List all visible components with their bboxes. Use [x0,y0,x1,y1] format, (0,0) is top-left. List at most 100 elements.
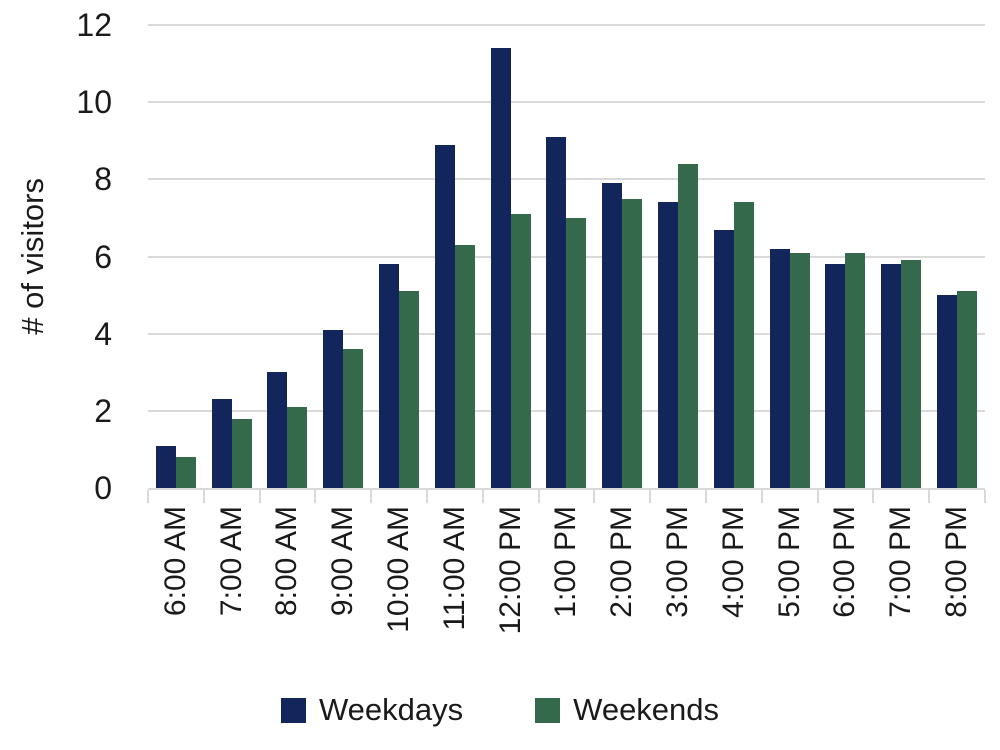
plot-area [148,24,985,490]
x-tick-label: 7:00 AM [214,506,248,617]
x-axis-tick [928,490,931,503]
x-tick-label: 2:00 PM [605,506,639,618]
x-axis-tick [147,490,149,503]
x-axis-tick [593,490,596,503]
bar-group-12-00-pm [483,25,539,488]
x-tick-cell: 7:00 PM [873,506,929,678]
x-tick-label: 8:00 PM [940,506,974,618]
x-tick-label: 4:00 PM [716,506,750,618]
x-tick-label: 10:00 AM [382,506,416,633]
x-tick-cell: 3:00 PM [650,506,706,678]
x-tick-label: 11:00 AM [437,506,471,631]
x-axis-tick [314,490,317,503]
bar-weekends-11-00-am [454,244,475,488]
bar-weekdays-1-00-pm [546,136,567,488]
bar-weekends-1-00-pm [566,217,587,488]
x-axis-tick [872,490,875,503]
y-tick-label: 6 [94,238,112,275]
bar-weekdays-7-00-am [211,399,232,488]
legend: Weekdays Weekends [0,692,1000,728]
bar-group-5-00-pm [762,25,818,488]
bar-weekdays-8-00-am [267,372,288,488]
x-tick-label: 6:00 AM [158,506,192,617]
bar-weekdays-3-00-pm [658,202,679,488]
legend-swatch-weekdays [280,697,306,723]
x-axis-tick [984,490,986,503]
bar-weekdays-9-00-am [323,329,344,488]
bar-weekdays-8-00-pm [937,295,958,488]
bar-group-6-00-am [148,25,204,488]
bar-group-7-00-am [204,25,260,488]
x-tick-cell: 1:00 PM [539,506,595,678]
x-axis-labels: 6:00 AM 7:00 AM 8:00 AM 9:00 AM 10:00 AM 11:0… [148,506,985,678]
x-tick-label: 6:00 PM [828,506,862,618]
bar-group-11-00-am [427,25,483,488]
x-tick-cell: 9:00 AM [315,506,371,678]
x-tick-cell: 10:00 AM [371,506,427,678]
x-tick-cell: 11:00 AM [427,506,483,678]
x-tick-cell: 4:00 PM [706,506,762,678]
x-tick-label: 8:00 AM [270,506,304,617]
bar-weekdays-12-00-pm [490,48,511,488]
bar-group-8-00-am [260,25,316,488]
x-axis-tick [816,490,819,503]
legend-item-weekends: Weekends [535,692,719,728]
x-axis-tick [704,490,707,503]
x-tick-label: 3:00 PM [661,506,695,618]
x-tick-cell: 2:00 PM [594,506,650,678]
bar-weekdays-10-00-am [379,264,400,488]
bar-weekdays-5-00-pm [769,248,790,488]
bar-group-2-00-pm [594,25,650,488]
bar-group-3-00-pm [650,25,706,488]
bar-weekends-10-00-am [399,291,420,488]
bar-weekends-8-00-pm [957,291,978,488]
bar-weekdays-4-00-pm [713,229,734,488]
legend-item-weekdays: Weekdays [280,692,464,728]
y-tick-label: 0 [94,470,112,506]
x-tick-label: 1:00 PM [549,506,583,618]
bar-group-9-00-am [315,25,371,488]
bar-group-8-00-pm [929,25,985,488]
x-axis-tick [481,490,484,503]
legend-label-weekdays: Weekdays [318,692,464,727]
x-tick-cell: 12:00 PM [483,506,539,678]
x-tick-cell: 6:00 PM [818,506,874,678]
x-tick-label: 9:00 AM [326,506,360,617]
y-tick-label: 2 [94,392,112,429]
legend-label-weekends: Weekends [573,692,720,727]
bar-weekdays-7-00-pm [881,264,902,488]
gridline [148,101,985,104]
x-axis-tick [202,490,205,503]
bar-group-4-00-pm [706,25,762,488]
legend-swatch-weekends [535,697,561,723]
bar-weekdays-6-00-pm [825,264,846,488]
x-axis-tick [760,490,763,503]
bar-weekdays-6-00-am [155,445,176,488]
x-tick-label: 7:00 PM [884,506,918,618]
bar-group-10-00-am [371,25,427,488]
x-tick-cell: 5:00 PM [762,506,818,678]
bar-weekdays-11-00-am [434,144,455,488]
y-tick-label: 8 [94,161,112,198]
bar-weekdays-2-00-pm [602,183,623,488]
bar-group-1-00-pm [539,25,595,488]
bar-weekends-2-00-pm [622,198,643,488]
bar-weekends-9-00-am [343,349,364,488]
x-axis-tick [258,490,261,503]
x-axis-tick [425,490,428,503]
x-tick-cell: 6:00 AM [148,506,204,678]
gridline [148,24,985,26]
gridline [148,178,985,181]
x-axis-tick [537,490,540,503]
y-axis: 0 2 4 6 8 10 12 [0,9,112,504]
x-tick-cell: 7:00 AM [204,506,260,678]
bar-group-6-00-pm [818,25,874,488]
bar-weekends-4-00-pm [733,202,754,488]
bar-weekends-12-00-pm [510,214,531,488]
bar-weekends-8-00-am [287,406,308,488]
x-axis-tick [370,490,373,503]
x-tick-label: 12:00 PM [493,506,527,635]
bar-weekends-6-00-pm [845,252,866,488]
x-axis-tick [649,490,652,503]
